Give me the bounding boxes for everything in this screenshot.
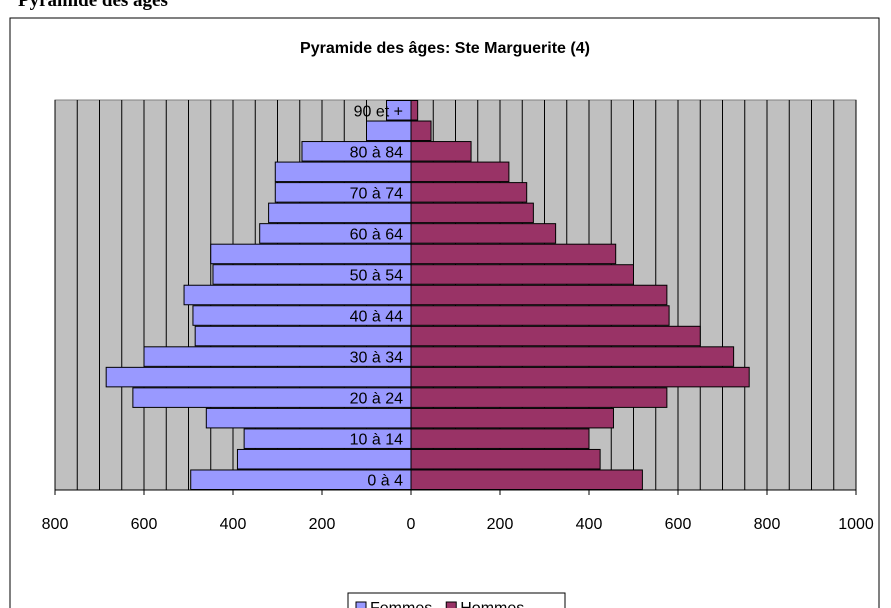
y-tick-label: 30 à 34: [350, 350, 403, 367]
bar: [205, 407, 412, 429]
bar: [274, 161, 412, 183]
bar: [410, 202, 534, 224]
bar: [410, 284, 668, 306]
chart-title: Pyramide des âges: Ste Marguerite (4): [300, 40, 590, 57]
y-tick-label: 40 à 44: [350, 309, 403, 326]
x-tick-label: 800: [42, 516, 69, 533]
y-tick-label: 0 à 4: [367, 473, 403, 490]
bar: [410, 161, 510, 183]
x-tick-label: 200: [309, 516, 336, 533]
bar: [183, 284, 412, 306]
y-tick-label: 90 et +: [354, 103, 403, 120]
bar: [210, 243, 412, 265]
x-tick-label: 0: [407, 516, 416, 533]
bar: [366, 120, 412, 142]
bar: [105, 366, 412, 388]
legend-label: Hommes: [460, 600, 524, 608]
y-tick-label: 20 à 24: [350, 391, 403, 408]
bar: [410, 469, 643, 491]
legend-label: Femmes: [370, 600, 432, 608]
bar: [410, 264, 634, 285]
x-tick-label: 400: [576, 516, 603, 533]
bar: [410, 223, 557, 244]
x-tick-label: 600: [665, 516, 692, 533]
legend-swatch: [355, 601, 367, 608]
bar: [410, 141, 472, 162]
bar: [410, 325, 701, 347]
bar: [268, 202, 412, 224]
x-tick-label: 1000: [838, 516, 874, 533]
bar: [410, 182, 528, 203]
y-tick-label: 50 à 54: [350, 267, 403, 284]
bar: [194, 325, 412, 347]
bar: [410, 366, 750, 388]
legend-swatch: [445, 601, 457, 608]
x-tick-label: 200: [487, 516, 514, 533]
y-tick-label: 60 à 64: [350, 226, 403, 243]
bar: [410, 120, 432, 142]
bar: [410, 448, 601, 470]
bar: [410, 428, 590, 449]
legend-box: [347, 592, 566, 608]
bar: [410, 346, 735, 367]
x-tick-label: 800: [754, 516, 781, 533]
bar: [410, 243, 617, 265]
y-tick-label: 10 à 14: [350, 432, 403, 449]
bar: [236, 448, 412, 470]
x-tick-label: 600: [131, 516, 158, 533]
bar: [410, 100, 419, 121]
x-tick-label: 400: [220, 516, 247, 533]
bar: [410, 387, 668, 408]
y-tick-label: 70 à 74: [350, 185, 403, 202]
y-tick-label: 80 à 84: [350, 144, 403, 161]
bar: [410, 407, 614, 429]
page-heading: Pyramide des âges: [18, 0, 168, 11]
bar: [410, 305, 670, 326]
